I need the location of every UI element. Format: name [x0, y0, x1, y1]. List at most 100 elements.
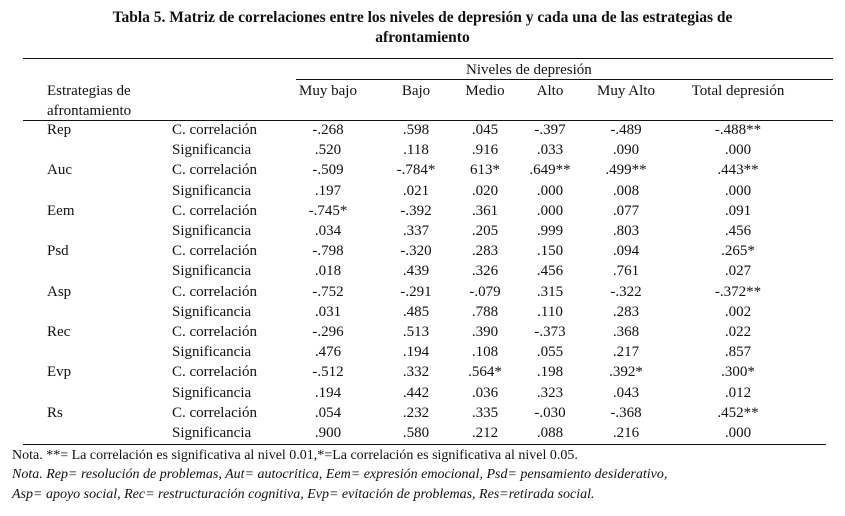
table-cell: .761 — [612, 263, 640, 280]
table-cell: .108 — [471, 344, 499, 361]
table-cell: .020 — [471, 182, 499, 199]
table-cell: -.489 — [610, 122, 642, 138]
table-cell: -.745* — [308, 202, 348, 219]
table-cell: .194 — [314, 384, 342, 401]
table-cell: .217 — [612, 344, 640, 361]
table-cell: .197 — [314, 182, 342, 199]
table-cell: .033 — [536, 142, 564, 159]
table-cell: .900 — [314, 425, 342, 441]
column-header: Total depresión — [691, 83, 785, 99]
table-cell: .326 — [471, 263, 499, 280]
table-cell: -.488** — [714, 122, 762, 138]
table-cell: .077 — [612, 202, 640, 219]
table-row: Significancia .520 .118 .916 .033 .090 .000 — [0, 140, 845, 160]
statistic-label: Significancia — [172, 344, 252, 361]
strategy-label: Rec — [47, 324, 71, 340]
statistic-label: Significancia — [172, 384, 252, 401]
table-row: Psd C. correlación -.798 -.320 .283 .150 .094.… — [0, 241, 845, 261]
table-cell: .118 — [403, 142, 429, 159]
table-cell: .000 — [724, 425, 752, 441]
row-header-line2: afrontamiento — [47, 103, 132, 119]
statistic-label: C. correlación — [172, 162, 257, 179]
table-row: Significancia .900 .580 .212 .088 .216 .000 — [0, 423, 845, 443]
table-cell: .442 — [402, 384, 430, 401]
table-cell: .090 — [612, 142, 640, 159]
table-cell: .022 — [724, 324, 752, 340]
table-row: Rs C. correlación .054 .232 .335 -.030 -.368 .4… — [0, 403, 845, 423]
table-cell: .361 — [471, 202, 499, 219]
table-cell: .300* — [721, 364, 755, 381]
table-cell: -.392 — [400, 202, 432, 219]
statistic-label: C. correlación — [172, 243, 257, 260]
table-row: Significancia .476 .194 .108 .055 .217 .857 — [0, 342, 845, 362]
table-cell: .000 — [536, 182, 564, 199]
table-cell: .513 — [402, 324, 430, 340]
strategy-label: Psd — [47, 243, 69, 260]
table-cell: .031 — [314, 303, 342, 320]
table-cell: -.397 — [534, 122, 566, 138]
table-row: Significancia .031 .485 .788 .110 .283 .002 — [0, 302, 845, 322]
strategy-label: Auc — [47, 162, 72, 179]
table-row: Significancia .197 .021 .020 .000 .008 .000 — [0, 181, 845, 201]
table-cell: .315 — [536, 283, 564, 300]
row-header: Estrategias de afrontamiento — [47, 81, 131, 121]
table-cell: -.322 — [610, 283, 642, 300]
table-cell: .000 — [724, 142, 752, 159]
table-cell: .337 — [402, 223, 430, 239]
table-cell: .054 — [314, 404, 342, 421]
statistic-label: Significancia — [172, 142, 252, 159]
table-cell: -.030 — [534, 404, 566, 421]
table-cell: .094 — [612, 243, 640, 260]
statistic-label: C. correlación — [172, 404, 257, 421]
statistic-label: Significancia — [172, 263, 252, 280]
table-cell: -.798 — [312, 243, 344, 260]
table-cell: .000 — [724, 182, 752, 199]
note-abbreviations-2: Asp= apoyo social, Rec= restructuración … — [12, 487, 595, 502]
statistic-label: C. correlación — [172, 364, 257, 381]
table-cell: .043 — [612, 384, 640, 401]
table-cell: .088 — [536, 425, 564, 441]
table-cell: -.268 — [312, 122, 344, 138]
table-cell: .000 — [536, 202, 564, 219]
table-row: Auc C. correlación -.509 -.784* 613* .649** .4… — [0, 160, 845, 180]
group-header: Niveles de depresión — [466, 62, 592, 78]
column-header: Medio — [465, 83, 505, 99]
table-cell: .520 — [314, 142, 342, 159]
table-cell: .045 — [471, 122, 499, 138]
statistic-label: Significancia — [172, 182, 252, 199]
table-cell: .265* — [721, 243, 755, 260]
strategy-label: Rs — [47, 404, 63, 421]
table-cell: .194 — [402, 344, 430, 361]
table-cell: .390 — [471, 324, 499, 340]
table-row: Evp C. correlación -.512 .332 .564* .198 .392*… — [0, 362, 845, 382]
table-cell: .443** — [717, 162, 759, 179]
table-cell: .803 — [612, 223, 640, 239]
table-cell: -.291 — [400, 283, 432, 300]
table-cell: .580 — [402, 425, 430, 441]
strategy-label: Eem — [47, 202, 75, 219]
top-rule — [23, 58, 833, 59]
column-header: Alto — [536, 83, 564, 99]
column-header: Bajo — [401, 83, 431, 99]
table-cell: .916 — [471, 142, 499, 159]
statistic-label: Significancia — [172, 223, 252, 239]
table-cell: .150 — [536, 243, 564, 260]
table-cell: -.320 — [400, 243, 432, 260]
table-cell: .055 — [536, 344, 564, 361]
table-cell: .110 — [537, 303, 563, 320]
table-title-line1: Tabla 5. Matriz de correlaciones entre l… — [112, 9, 733, 26]
row-header-line1: Estrategias de — [47, 83, 131, 99]
statistic-label: C. correlación — [172, 122, 257, 138]
table-cell: .485 — [402, 303, 430, 320]
statistic-label: C. correlación — [172, 283, 257, 300]
table-row: Significancia .018 .439 .326 .456 .761 .027 — [0, 261, 845, 281]
column-header: Muy bajo — [299, 83, 357, 99]
table-cell: .788 — [471, 303, 499, 320]
table-cell: .392* — [609, 364, 643, 381]
table-cell: -.512 — [312, 364, 344, 381]
table-row: Rec C. correlación -.296 .513 .390 -.373 .368.… — [0, 322, 845, 342]
table-cell: .027 — [724, 263, 752, 280]
table-cell: .008 — [612, 182, 640, 199]
table-cell: .091 — [724, 202, 752, 219]
table-cell: .283 — [471, 243, 499, 260]
